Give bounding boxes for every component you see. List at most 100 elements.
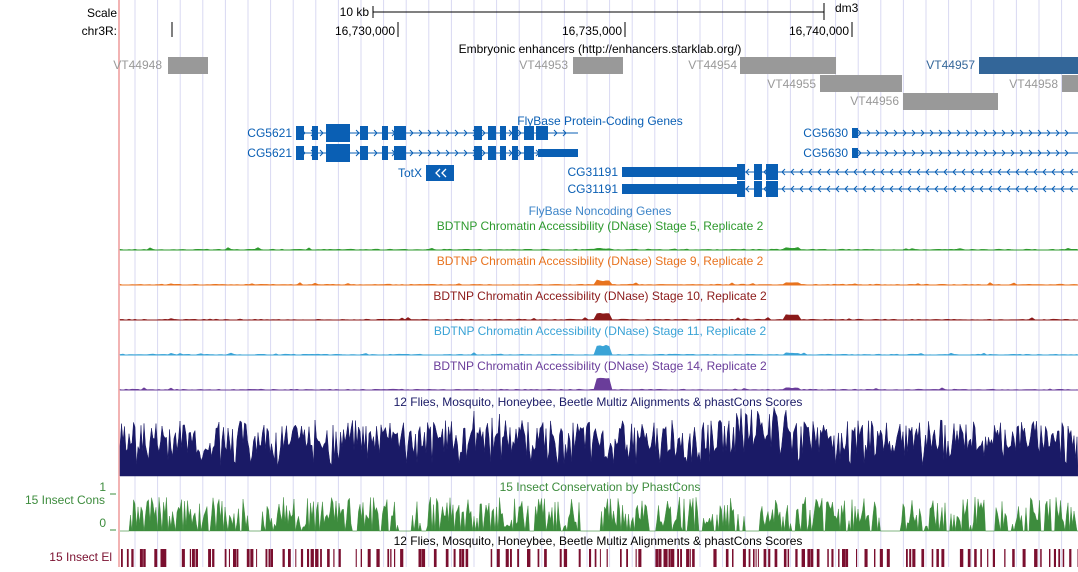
conserved-element[interactable]	[669, 549, 671, 567]
gene-exon[interactable]	[398, 126, 406, 140]
gene-exon[interactable]	[474, 146, 482, 160]
enhancer-block[interactable]	[573, 57, 623, 74]
conserved-element[interactable]	[419, 549, 422, 567]
conserved-element[interactable]	[831, 549, 833, 567]
conserved-element[interactable]	[307, 549, 309, 567]
conserved-element[interactable]	[620, 549, 622, 567]
conserved-element[interactable]	[579, 549, 581, 567]
conserved-element[interactable]	[510, 549, 512, 567]
conserved-element[interactable]	[686, 549, 689, 567]
conserved-element[interactable]	[802, 549, 805, 567]
gene-exon[interactable]	[398, 146, 406, 160]
conserved-element[interactable]	[368, 549, 371, 567]
conserved-element[interactable]	[1054, 549, 1056, 567]
conserved-element[interactable]	[932, 549, 934, 567]
conserved-element[interactable]	[758, 549, 759, 567]
conserved-element[interactable]	[446, 549, 449, 567]
gene-exon[interactable]	[326, 124, 350, 142]
conserved-element[interactable]	[196, 549, 199, 567]
conserved-element[interactable]	[459, 549, 461, 567]
conserved-element[interactable]	[690, 549, 691, 567]
conserved-element[interactable]	[626, 549, 628, 567]
gene-exon[interactable]	[754, 181, 762, 197]
conserved-element[interactable]	[315, 549, 318, 567]
gene-exon[interactable]	[512, 126, 518, 140]
gene-label[interactable]: CG5630	[803, 146, 848, 160]
enhancer-block[interactable]	[168, 57, 208, 74]
conserved-element[interactable]	[311, 549, 314, 567]
conserved-element[interactable]	[269, 549, 271, 567]
conserved-element[interactable]	[775, 549, 778, 567]
conserved-element[interactable]	[247, 549, 250, 567]
conserved-element[interactable]	[960, 549, 962, 567]
conserved-element[interactable]	[376, 549, 379, 567]
conserved-element[interactable]	[865, 549, 868, 567]
gene-label[interactable]: CG31191	[568, 182, 619, 196]
conserved-element[interactable]	[909, 549, 911, 567]
conserved-element[interactable]	[753, 549, 755, 567]
elements-track[interactable]	[121, 549, 1078, 567]
gene-exon[interactable]	[524, 146, 534, 160]
conserved-element[interactable]	[527, 549, 530, 567]
conserved-element[interactable]	[356, 549, 357, 567]
conserved-element[interactable]	[906, 549, 908, 567]
conserved-element[interactable]	[1004, 549, 1005, 567]
conserved-element[interactable]	[333, 549, 334, 567]
gene-exon[interactable]	[488, 126, 496, 140]
conserved-element[interactable]	[817, 549, 820, 567]
gene-label[interactable]: CG5621	[247, 146, 292, 160]
conserved-element[interactable]	[320, 549, 322, 567]
gene-exon[interactable]	[622, 167, 740, 177]
conserved-element[interactable]	[154, 549, 157, 567]
conserved-element[interactable]	[339, 549, 341, 567]
gene-exon[interactable]	[737, 181, 745, 197]
conserved-element[interactable]	[538, 549, 540, 567]
conserved-element[interactable]	[788, 549, 790, 567]
conserved-element[interactable]	[600, 549, 601, 567]
gene-exon[interactable]	[512, 146, 518, 160]
conserved-element[interactable]	[466, 549, 469, 567]
conserved-element[interactable]	[182, 549, 185, 567]
conserved-element[interactable]	[671, 549, 674, 567]
conserved-element[interactable]	[517, 549, 519, 567]
conserved-element[interactable]	[589, 549, 591, 567]
conserved-element[interactable]	[680, 549, 682, 567]
conserved-element[interactable]	[887, 549, 890, 567]
dnase-track-title[interactable]: BDTNP Chromatin Accessibility (DNase) St…	[437, 254, 764, 268]
conserved-element[interactable]	[692, 549, 695, 567]
conserved-element[interactable]	[190, 549, 191, 567]
conserved-element[interactable]	[1023, 549, 1026, 567]
conserved-element[interactable]	[560, 549, 562, 567]
conserved-element[interactable]	[250, 549, 253, 567]
conserved-element[interactable]	[743, 549, 746, 567]
conserved-element[interactable]	[968, 549, 971, 567]
dnase-track-title[interactable]: BDTNP Chromatin Accessibility (DNase) St…	[434, 324, 767, 338]
enhancer-block[interactable]	[740, 57, 836, 74]
gene-exon[interactable]	[360, 126, 368, 140]
conserved-element[interactable]	[1012, 549, 1015, 567]
conserved-element[interactable]	[491, 549, 493, 567]
gene-exon[interactable]	[382, 126, 388, 140]
enhancer-block[interactable]	[903, 93, 998, 110]
conserved-element[interactable]	[856, 549, 857, 567]
conserved-element[interactable]	[756, 549, 757, 567]
gene-exon[interactable]	[296, 146, 304, 160]
phastcons-wiggle[interactable]	[120, 497, 1078, 531]
conserved-element[interactable]	[283, 549, 285, 567]
conserved-element[interactable]	[795, 549, 797, 567]
conserved-element[interactable]	[638, 549, 641, 567]
conserved-element[interactable]	[838, 549, 839, 567]
conserved-element[interactable]	[677, 549, 679, 567]
enhancer-block[interactable]	[979, 57, 1078, 74]
conserved-element[interactable]	[655, 549, 658, 567]
enhancer-block[interactable]	[820, 75, 902, 92]
conserved-element[interactable]	[288, 549, 291, 567]
gene-exon[interactable]	[326, 144, 350, 162]
conserved-element[interactable]	[1049, 549, 1050, 567]
conserved-element[interactable]	[749, 549, 751, 567]
enhancer-block[interactable]	[1062, 75, 1078, 92]
conserved-element[interactable]	[912, 549, 915, 567]
conserved-element[interactable]	[962, 549, 963, 567]
conserved-element[interactable]	[845, 549, 848, 567]
